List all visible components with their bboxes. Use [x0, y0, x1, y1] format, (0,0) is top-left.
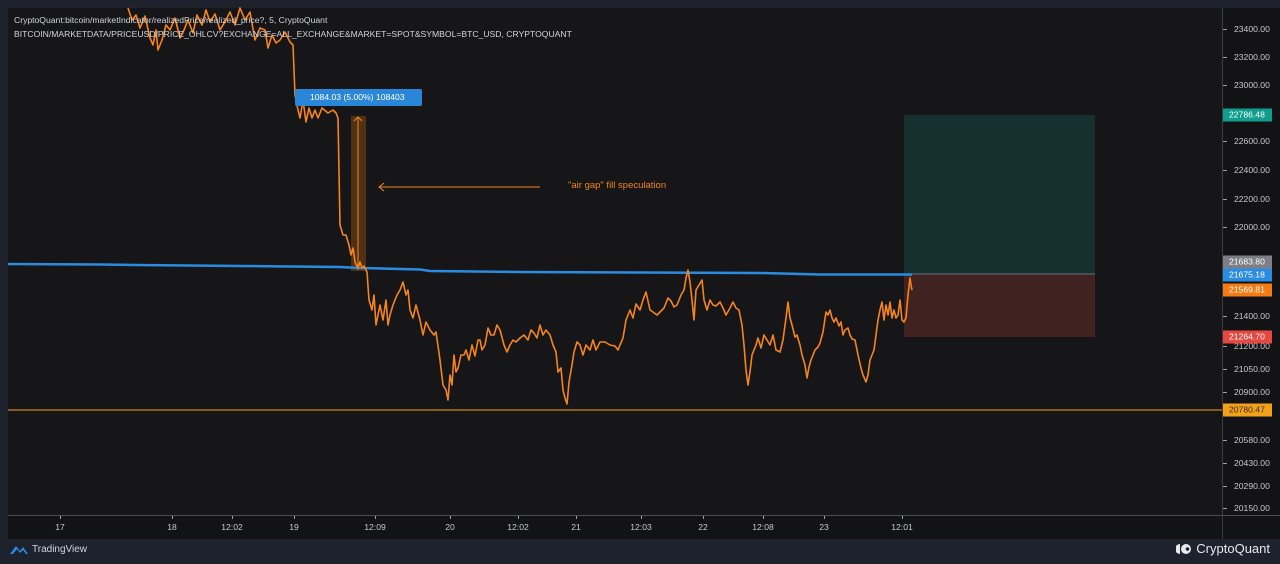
annotation-arrow-head [378, 182, 385, 192]
tradingview-brand: TradingView [32, 543, 88, 555]
y-tick: 20580.00 [1234, 435, 1270, 445]
y-tick-mark [1223, 463, 1227, 464]
tradingview-cloud-icon [10, 546, 28, 554]
x-tick: 18 [167, 522, 177, 532]
x-tick-mark [763, 516, 764, 519]
last-price-label: 21569.81 [1223, 283, 1272, 297]
y-tick-mark [1223, 141, 1227, 142]
realized-price-label: 21675.18 [1223, 268, 1272, 282]
y-tick-mark [1223, 85, 1227, 86]
btc-price-line[interactable] [127, 7, 913, 405]
x-tick-mark [232, 516, 233, 519]
time-scale[interactable] [8, 515, 1222, 539]
scale-corner [1222, 515, 1280, 539]
cryptoquant-brand: CryptoQuant [1196, 541, 1270, 556]
y-tick-mark [1223, 369, 1227, 370]
x-tick-mark [824, 516, 825, 519]
cryptoquant-logo[interactable]: CryptoQuant [1176, 541, 1270, 556]
y-tick-mark [1223, 486, 1227, 487]
x-tick: 12:02 [221, 522, 243, 532]
legend-realized-price-series[interactable]: CryptoQuant:bitcoin/marketIndicator/real… [14, 15, 328, 25]
legend-btc-price-series[interactable]: BITCOIN/MARKETDATA/PRICEUSD/PRICE_OHLCV?… [14, 29, 572, 39]
air-gap-annotation[interactable]: "air gap" fill speculation [568, 180, 667, 191]
y-tick-mark [1223, 227, 1227, 228]
y-tick: 22400.00 [1234, 165, 1270, 175]
y-tick: 21200.00 [1234, 341, 1270, 351]
y-tick-mark [1223, 57, 1227, 58]
x-tick: 20 [445, 522, 455, 532]
realized-price-line[interactable] [7, 262, 912, 276]
x-tick-mark [703, 516, 704, 519]
profit-zone[interactable] [904, 115, 1095, 274]
x-tick-mark [375, 516, 376, 519]
y-tick-mark [1223, 199, 1227, 200]
y-tick-mark [1223, 508, 1227, 509]
x-tick: 23 [819, 522, 829, 532]
y-tick-mark [1223, 392, 1227, 393]
x-tick: 21 [571, 522, 581, 532]
y-tick: 20900.00 [1234, 387, 1270, 397]
entry-price-label: 21683.80 [1223, 255, 1272, 269]
x-tick: 22 [698, 522, 708, 532]
price-range-arrow-head [353, 116, 363, 122]
x-tick: 12:08 [752, 522, 774, 532]
target-price-label: 22786.48 [1223, 108, 1272, 122]
x-tick: 12:02 [507, 522, 529, 532]
loss-zone[interactable] [904, 274, 1095, 337]
x-tick-mark [576, 516, 577, 519]
x-tick-mark [902, 516, 903, 519]
x-tick-mark [172, 516, 173, 519]
y-tick-mark [1223, 170, 1227, 171]
y-tick: 21050.00 [1234, 364, 1270, 374]
x-tick: 19 [289, 522, 299, 532]
x-tick: 12:01 [891, 522, 913, 532]
y-tick: 21400.00 [1234, 311, 1270, 321]
x-tick-mark [60, 516, 61, 519]
x-tick-mark [294, 516, 295, 519]
y-tick: 23200.00 [1234, 52, 1270, 62]
y-tick: 22200.00 [1234, 194, 1270, 204]
y-tick: 22600.00 [1234, 136, 1270, 146]
y-tick: 20150.00 [1234, 503, 1270, 513]
price-range-tooltip: 1084.03 (5.00%) 108403 [295, 89, 422, 106]
x-tick: 12:09 [364, 522, 386, 532]
y-tick-mark [1223, 440, 1227, 441]
y-tick: 23000.00 [1234, 80, 1270, 90]
horizontal-line-price-label: 20780.47 [1223, 403, 1272, 417]
y-tick-mark [1223, 29, 1227, 30]
tradingview-logo[interactable]: TradingView [9, 543, 87, 555]
x-tick-mark [450, 516, 451, 519]
x-tick-mark [641, 516, 642, 519]
stop-price-label: 21264.70 [1223, 330, 1272, 344]
y-tick-mark [1223, 316, 1227, 317]
cryptoquant-mark-icon [1176, 543, 1192, 554]
y-tick: 22000.00 [1234, 222, 1270, 232]
chart-legend[interactable]: CryptoQuant:bitcoin/marketIndicator/real… [14, 13, 572, 41]
y-tick: 20290.00 [1234, 481, 1270, 491]
x-tick: 17 [55, 522, 65, 532]
y-tick: 23400.00 [1234, 24, 1270, 34]
x-tick: 12:03 [630, 522, 652, 532]
y-tick: 20430.00 [1234, 458, 1270, 468]
x-tick-mark [518, 516, 519, 519]
y-tick-mark [1223, 346, 1227, 347]
